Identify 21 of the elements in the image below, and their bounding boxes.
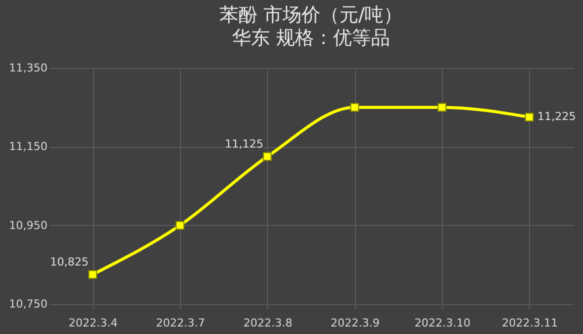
point bbox=[438, 102, 446, 112]
point bbox=[88, 270, 98, 279]
x-tick-label: 2022.3.7 bbox=[156, 316, 205, 330]
x-tick-label: 2022.3.4 bbox=[68, 316, 118, 330]
point bbox=[176, 220, 184, 230]
point bbox=[524, 112, 534, 122]
point bbox=[350, 102, 360, 112]
chart-title: 苯酚 市场价（元/吨） bbox=[219, 4, 403, 26]
data-label: 10,825 bbox=[50, 256, 89, 268]
point bbox=[262, 152, 272, 161]
chart-subtitle: 华东 规格：优等品 bbox=[232, 27, 390, 49]
x-tick-label: 2022.3.11 bbox=[502, 316, 558, 330]
y-tick-label: 10,750 bbox=[9, 298, 48, 310]
x-tick-label: 2022.3.8 bbox=[243, 316, 292, 330]
data-label: 11,225 bbox=[537, 110, 576, 124]
data-label: 11,125 bbox=[224, 138, 264, 150]
x-tick-label: 2022.3.10 bbox=[414, 316, 470, 330]
y-tick-label: 10,950 bbox=[9, 218, 48, 232]
y-tick-label: 11,150 bbox=[9, 140, 48, 154]
x-tick-label: 2022.3.9 bbox=[330, 316, 380, 330]
y-tick-label: 11,350 bbox=[9, 62, 48, 74]
